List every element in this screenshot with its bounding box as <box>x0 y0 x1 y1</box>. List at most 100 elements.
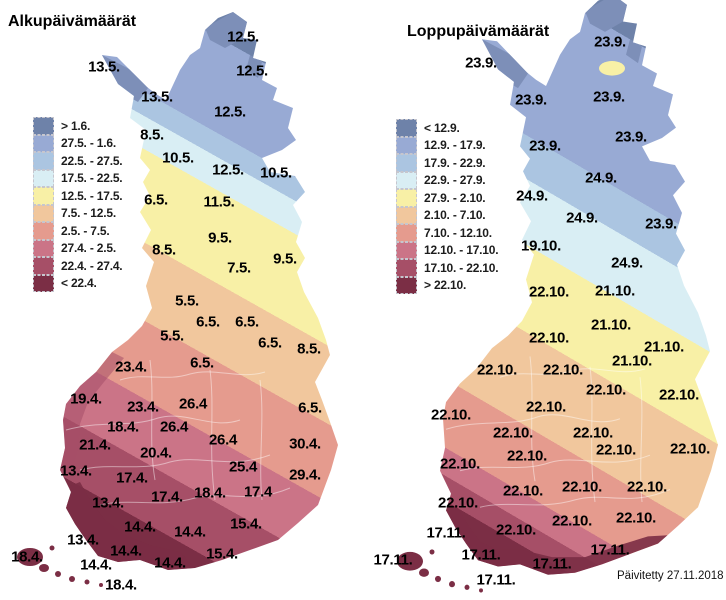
legend-color-swatch <box>396 119 417 137</box>
date-label: 22.10. <box>503 482 543 500</box>
date-label: 13.4. <box>67 531 99 549</box>
date-label: 21.4. <box>79 436 111 454</box>
date-label: 17.11. <box>590 541 630 559</box>
legend-range-label: 27.4. - 2.5. <box>61 241 116 256</box>
legend-row: 7.10. - 12.10. <box>396 224 498 242</box>
legend-row: 17.5. - 22.5. <box>33 169 123 187</box>
date-label: 17.11. <box>476 571 516 589</box>
date-label: 22.10. <box>529 283 569 301</box>
date-label: 22.10. <box>627 478 667 496</box>
legend-row: 2.10. - 7.10. <box>396 206 498 224</box>
legend-range-label: > 22.10. <box>424 278 467 293</box>
legend-color-swatch <box>33 204 54 222</box>
date-label: 8.5. <box>152 241 176 259</box>
date-label: 22.10. <box>596 441 636 459</box>
map-left-finland <box>17 12 338 587</box>
legend-row: 22.5. - 27.5. <box>33 152 123 170</box>
date-label: 17.4. <box>151 488 183 506</box>
date-label: 12.5. <box>212 161 244 179</box>
date-label: 6.5. <box>235 313 259 331</box>
date-label: 22.10. <box>543 361 583 379</box>
legend-color-swatch <box>396 224 417 242</box>
legend-row: 17.9. - 22.9. <box>396 154 498 172</box>
right-map-legend: < 12.9. 12.9. - 17.9. 17.9. - 22.9. 22.9. -… <box>396 119 499 294</box>
legend-range-label: 12.10. - 17.10. <box>424 243 499 258</box>
legend-range-label: 22.9. - 27.9. <box>424 173 486 188</box>
legend-color-swatch <box>33 117 54 135</box>
date-label: 17.11. <box>426 524 466 542</box>
date-label: 22.10. <box>431 406 471 424</box>
legend-color-swatch <box>33 274 54 292</box>
date-label: 22.10. <box>507 447 547 465</box>
legend-range-label: < 22.4. <box>61 276 97 291</box>
date-label: 22.10. <box>659 386 699 404</box>
date-label: 25.4 <box>229 458 257 476</box>
date-label: 19.4. <box>70 390 102 408</box>
date-label: 23.9. <box>465 54 497 72</box>
legend-range-label: 7.5. - 12.5. <box>61 206 116 221</box>
date-label: 6.5. <box>298 399 322 417</box>
date-label: 24.9. <box>566 209 598 227</box>
date-label: 14.4. <box>154 554 186 572</box>
date-label: 12.5. <box>214 103 246 121</box>
right-map-title: Loppupäivämäärät <box>407 23 550 40</box>
date-label: 22.10. <box>440 455 480 473</box>
date-label: 29.4. <box>289 466 321 484</box>
legend-range-label: < 12.9. <box>424 120 460 135</box>
date-label: 14.4. <box>80 556 112 574</box>
legend-range-label: 12.9. - 17.9. <box>424 138 486 153</box>
date-label: 23.9. <box>645 215 677 233</box>
date-label: 18.4. <box>107 418 139 436</box>
date-label: 26.4 <box>179 395 207 413</box>
date-label: 30.4. <box>289 435 321 453</box>
map-right-finland <box>397 0 718 593</box>
legend-range-label: 17.10. - 22.10. <box>424 260 499 275</box>
date-label: 26.4 <box>160 418 188 436</box>
date-label: 12.5. <box>227 28 259 46</box>
date-label: 21.10. <box>644 338 684 356</box>
legend-range-label: 2.10. - 7.10. <box>424 208 486 223</box>
legend-range-label: 22.5. - 27.5. <box>61 153 123 168</box>
legend-color-swatch <box>33 169 54 187</box>
legend-row: 12.9. - 17.9. <box>396 136 498 154</box>
date-label: 18.4. <box>194 484 226 502</box>
legend-color-swatch <box>396 241 417 259</box>
date-label: 22.10. <box>586 381 626 399</box>
date-label: 21.10. <box>595 282 635 300</box>
legend-color-swatch <box>396 171 417 189</box>
date-label: 22.10. <box>670 440 710 458</box>
date-label: 23.9. <box>593 88 625 106</box>
date-label: 22.10. <box>529 329 569 347</box>
legend-row: > 22.10. <box>396 276 498 294</box>
date-label: 6.5. <box>190 354 214 372</box>
date-label: 22.10. <box>496 521 536 539</box>
legend-range-label: 12.5. - 17.5. <box>61 188 123 203</box>
date-label: 8.5. <box>297 340 321 358</box>
date-label: 22.10. <box>477 361 517 379</box>
legend-row: < 22.4. <box>33 274 122 292</box>
left-map-title: Alkupäivämäärät <box>8 13 137 30</box>
date-label: 6.5. <box>144 191 168 209</box>
legend-range-label: 7.10. - 12.10. <box>424 225 492 240</box>
legend-color-swatch <box>33 257 54 275</box>
date-label: 18.4. <box>105 576 137 594</box>
legend-range-label: 27.9. - 2.10. <box>424 190 486 205</box>
legend-row: 27.9. - 2.10. <box>396 189 498 207</box>
date-label: 22.10. <box>493 424 533 442</box>
date-label: 17.4. <box>116 469 148 487</box>
legend-row: 12.5. - 17.5. <box>33 187 123 205</box>
legend-row: 22.4. - 27.4. <box>33 257 123 275</box>
legend-range-label: 17.5. - 22.5. <box>61 171 123 186</box>
date-label: 22.10. <box>562 478 602 496</box>
updated-date-note: Päivitetty 27.11.2018 <box>617 570 724 582</box>
legend-color-swatch <box>33 187 54 205</box>
date-label: 17.4 <box>244 483 272 501</box>
legend-row: 2.5. - 7.5. <box>33 222 122 240</box>
date-label: 12.5. <box>236 62 268 80</box>
date-label: 10.5. <box>162 149 194 167</box>
date-label: 22.10. <box>573 424 613 442</box>
legend-range-label: 2.5. - 7.5. <box>61 223 110 238</box>
date-label: 13.4. <box>92 494 124 512</box>
